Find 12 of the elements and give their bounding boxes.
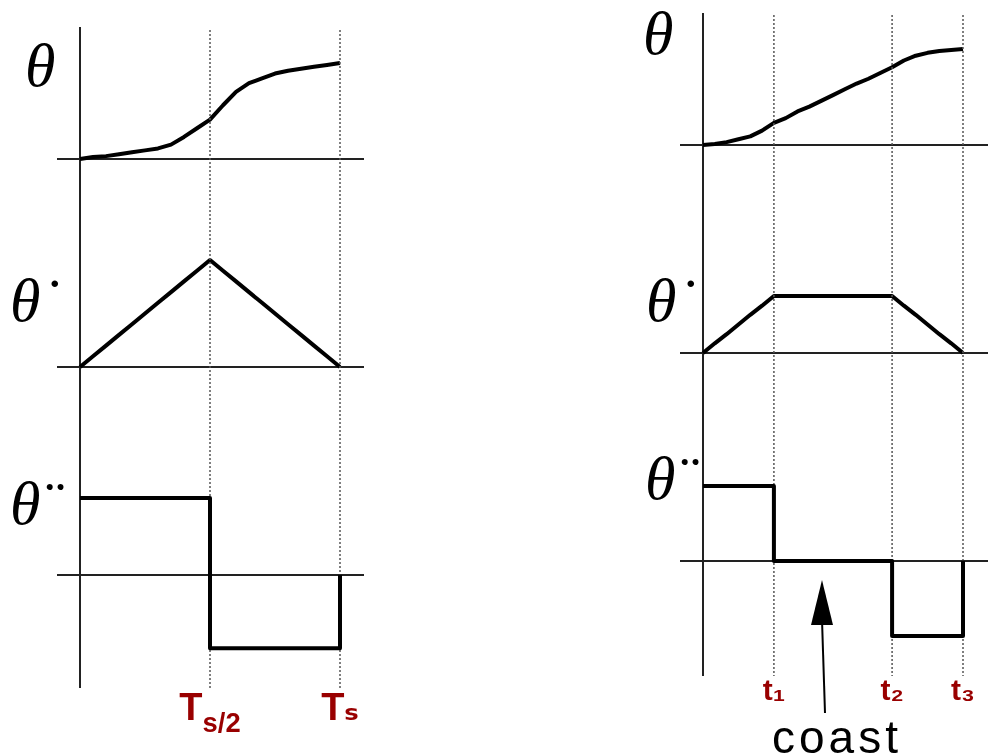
y-axis-title: θ — [643, 0, 674, 67]
text: coast — [772, 711, 902, 755]
x-tick-label: t₃ — [951, 673, 975, 706]
x-tick-label: t₂ — [880, 673, 904, 706]
y-axis-title: θ̈ — [10, 469, 65, 537]
y-axis-title: θ̇ — [646, 266, 695, 334]
x-tick-label: Tₛ — [321, 686, 359, 728]
x-tick-label: T$_{s/2}$ — [179, 686, 241, 739]
y-axis-title: θ — [25, 31, 56, 99]
x-tick-label: t₁ — [762, 673, 786, 706]
y-axis-title: θ̈ — [645, 444, 700, 512]
y-axis-title: θ̇ — [10, 266, 59, 334]
